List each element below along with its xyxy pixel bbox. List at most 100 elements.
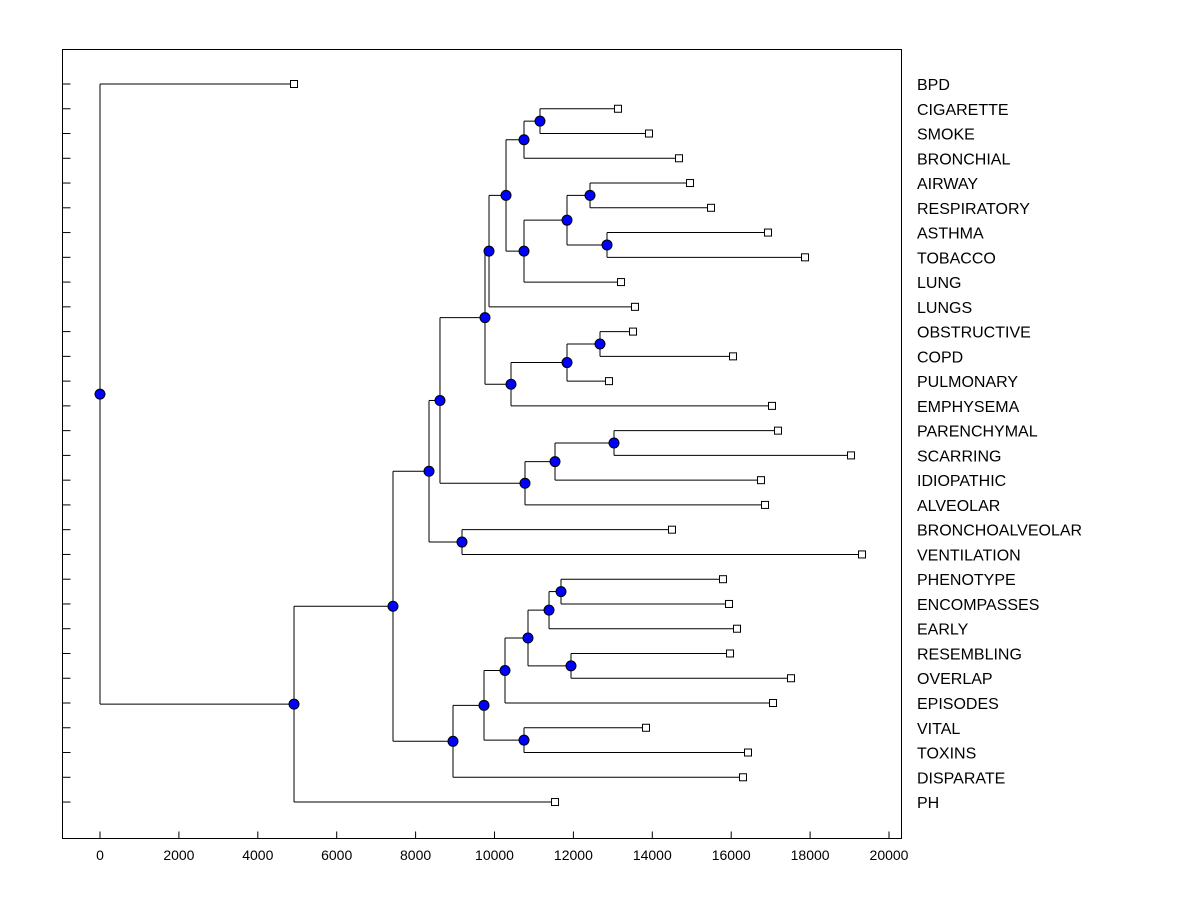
leaf-label: SMOKE xyxy=(917,127,975,144)
leaf-label: RESEMBLING xyxy=(917,646,1022,663)
x-tick-label: 2000 xyxy=(163,847,194,863)
x-tick-label: 12000 xyxy=(554,847,593,863)
leaf-marker xyxy=(767,401,776,410)
merge-node-marker xyxy=(519,477,531,489)
leaf-marker xyxy=(644,129,653,138)
leaf-label: BRONCHIAL xyxy=(917,151,1010,168)
leaf-label: TOXINS xyxy=(917,746,976,763)
leaf-marker xyxy=(744,748,753,757)
leaf-label: PULMONARY xyxy=(917,374,1018,391)
merge-node-marker xyxy=(423,465,435,477)
leaf-label: BRONCHOALVEOLAR xyxy=(917,523,1082,540)
x-tick-label: 10000 xyxy=(475,847,514,863)
dendrogram-nodes xyxy=(94,80,867,807)
leaf-marker xyxy=(729,352,738,361)
merge-node-marker xyxy=(447,735,459,747)
leaf-label: EMPHYSEMA xyxy=(917,399,1020,416)
merge-node-marker xyxy=(594,338,606,350)
merge-node-marker xyxy=(500,189,512,201)
leaf-label: VENTILATION xyxy=(917,547,1021,564)
leaf-label: PARENCHYMAL xyxy=(917,424,1038,441)
merge-node-marker xyxy=(518,245,530,257)
leaf-label: DISPARATE xyxy=(917,770,1005,787)
x-tick-label: 8000 xyxy=(400,847,431,863)
leaf-label: COPD xyxy=(917,349,963,366)
leaf-label: CIGARETTE xyxy=(917,102,1009,119)
leaf-marker xyxy=(686,179,695,188)
leaf-marker xyxy=(641,723,650,732)
leaf-label: ALVEOLAR xyxy=(917,498,1000,515)
leaf-marker xyxy=(617,278,626,287)
leaf-label: ENCOMPASSES xyxy=(917,597,1039,614)
leaf-label: IDIOPATHIC xyxy=(917,473,1006,490)
merge-node-marker xyxy=(288,698,300,710)
leaf-label: LUNGS xyxy=(917,300,972,317)
leaf-label: ASTHMA xyxy=(917,226,984,243)
leaf-marker xyxy=(718,575,727,584)
merge-node-marker xyxy=(479,312,491,324)
x-tick-label: 6000 xyxy=(321,847,352,863)
merge-node-marker xyxy=(543,604,555,616)
leaf-label: EARLY xyxy=(917,622,969,639)
leaf-marker xyxy=(667,525,676,534)
leaf-marker xyxy=(724,599,733,608)
leaf-marker xyxy=(629,327,638,336)
leaf-marker xyxy=(787,674,796,683)
merge-node-marker xyxy=(456,536,468,548)
leaf-label: SCARRING xyxy=(917,448,1001,465)
leaf-marker xyxy=(801,253,810,262)
leaf-label: OVERLAP xyxy=(917,671,993,688)
leaf-label: VITAL xyxy=(917,721,960,738)
leaf-label: OBSTRUCTIVE xyxy=(917,325,1031,342)
leaf-marker xyxy=(613,104,622,113)
leaf-label: LUNG xyxy=(917,275,961,292)
merge-node-marker xyxy=(561,357,573,369)
leaf-marker xyxy=(726,649,735,658)
merge-node-marker xyxy=(94,388,106,400)
x-axis: 0 2000 4000 6000 8000 10000 12000 14000 16000 180… xyxy=(62,83,909,863)
merge-node-marker xyxy=(518,734,530,746)
leaf-label: BPD xyxy=(917,77,950,94)
merge-node-marker xyxy=(483,245,495,257)
merge-node-marker xyxy=(522,632,534,644)
leaf-marker xyxy=(773,426,782,435)
x-tick-label: 18000 xyxy=(791,847,830,863)
x-tick-label: 16000 xyxy=(712,847,751,863)
merge-node-marker xyxy=(601,239,613,251)
x-tick-label: 20000 xyxy=(870,847,909,863)
merge-node-marker xyxy=(434,394,446,406)
merge-node-marker xyxy=(561,214,573,226)
merge-node-marker xyxy=(555,586,567,598)
leaf-label: PHENOTYPE xyxy=(917,572,1016,589)
leaf-marker xyxy=(756,476,765,485)
x-tick-label: 14000 xyxy=(633,847,672,863)
merge-node-marker xyxy=(608,437,620,449)
leaf-marker xyxy=(858,550,867,559)
leaf-marker xyxy=(707,203,716,212)
leaf-label: TOBACCO xyxy=(917,250,996,267)
leaf-label: EPISODES xyxy=(917,696,999,713)
leaf-labels: BPD CIGARETTE SMOKE BRONCHIAL AIRWAY RESPIRAT… xyxy=(917,77,1082,812)
x-tick-label: 0 xyxy=(96,847,104,863)
leaf-marker xyxy=(761,500,770,509)
merge-node-marker xyxy=(565,660,577,672)
merge-node-marker xyxy=(387,600,399,612)
leaf-marker xyxy=(732,624,741,633)
merge-node-marker xyxy=(478,699,490,711)
merge-node-marker xyxy=(518,134,530,146)
merge-node-marker xyxy=(534,115,546,127)
leaf-marker xyxy=(769,699,778,707)
merge-node-marker xyxy=(584,189,596,201)
leaf-label: PH xyxy=(917,795,939,812)
leaf-marker xyxy=(630,302,639,311)
leaf-marker xyxy=(738,773,747,782)
dendrogram-links xyxy=(99,83,863,803)
leaf-marker xyxy=(604,377,613,386)
plot-frame xyxy=(62,49,902,839)
leaf-label: RESPIRATORY xyxy=(917,201,1030,218)
leaf-marker xyxy=(675,154,684,163)
leaf-label: AIRWAY xyxy=(917,176,978,193)
leaf-marker xyxy=(847,451,856,460)
x-tick-label: 4000 xyxy=(242,847,273,863)
